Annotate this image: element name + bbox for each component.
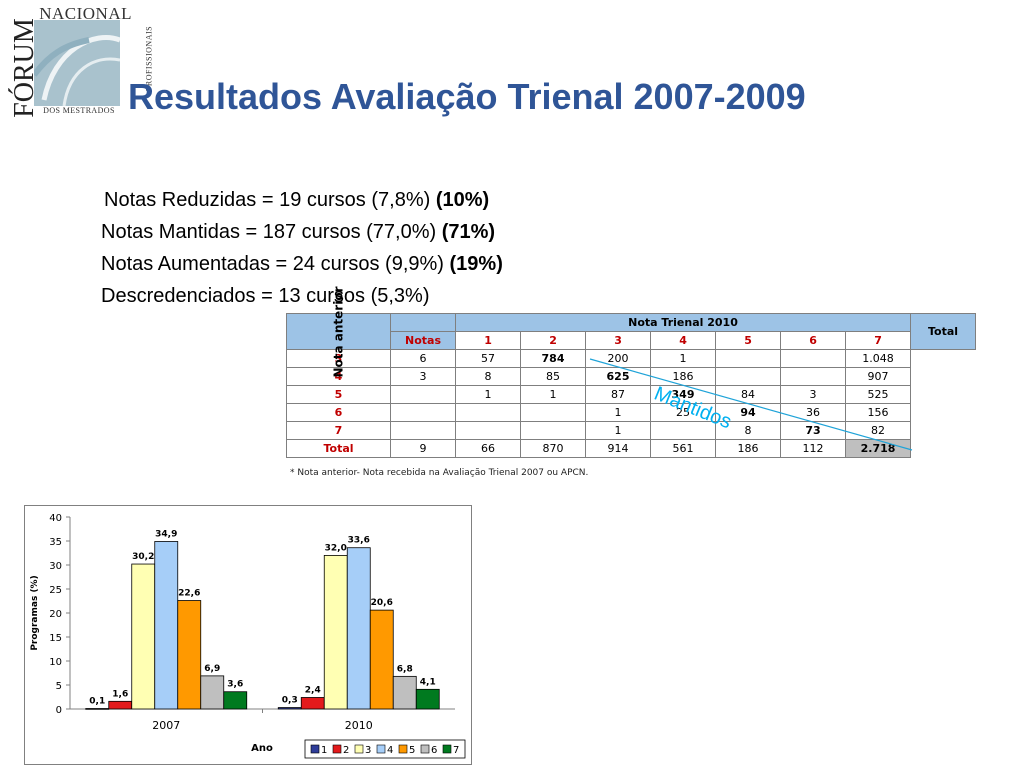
x-axis-label: Ano bbox=[251, 743, 273, 754]
data-label-2007-4: 34,9 bbox=[155, 529, 177, 539]
table-row-label: Total bbox=[285, 439, 392, 458]
legend-label-4: 4 bbox=[387, 745, 393, 756]
bar-2010-series-2 bbox=[300, 697, 325, 710]
data-label-2010-7: 4,1 bbox=[420, 677, 436, 687]
note-line-descredenciados: Descredenciados = 13 cursos (5,3%) bbox=[101, 285, 430, 307]
data-label-2010-2: 2,4 bbox=[305, 685, 321, 695]
bar-2007-series-2 bbox=[108, 700, 133, 710]
data-label-2010-6: 6,8 bbox=[397, 664, 413, 674]
table-footnote: * Nota anterior- Nota recebida na Avalia… bbox=[290, 468, 589, 478]
bar-2010-series-1 bbox=[277, 707, 302, 710]
page-title: Resultados Avaliação Trienal 2007-2009 bbox=[128, 76, 806, 117]
x-tick-label-2007: 2007 bbox=[152, 719, 180, 732]
logo-emblem bbox=[34, 20, 120, 106]
logo-mestrados-text: DOS MESTRADOS bbox=[43, 106, 115, 115]
bar-2010-series-3 bbox=[323, 555, 348, 710]
bar-2007-series-6 bbox=[200, 675, 225, 710]
data-label-2010-4: 33,6 bbox=[348, 536, 370, 546]
legend-label-6: 6 bbox=[431, 745, 437, 756]
legend-label-5: 5 bbox=[409, 745, 415, 756]
table-row: 6 1 25 94 36 156 bbox=[285, 403, 976, 422]
data-label-2010-5: 20,6 bbox=[371, 598, 393, 608]
x-tick-label-2010: 2010 bbox=[345, 719, 373, 732]
data-label-2007-5: 22,6 bbox=[178, 589, 200, 599]
bar-2007-series-7 bbox=[223, 691, 248, 710]
y-tick-label: 15 bbox=[49, 633, 62, 644]
data-label-2007-6: 6,9 bbox=[204, 664, 220, 674]
legend-label-2: 2 bbox=[343, 745, 349, 756]
note-line-aumentadas: Notas Aumentadas = 24 cursos (9,9%) (19%… bbox=[101, 253, 503, 275]
logo-nacional-text: NACIONAL bbox=[39, 4, 132, 23]
table-cell: 9 bbox=[390, 439, 457, 458]
legend-swatch-3 bbox=[354, 744, 364, 754]
data-label-2010-3: 32,0 bbox=[325, 543, 347, 553]
legend-swatch-2 bbox=[332, 744, 342, 754]
data-label-2010-1: 0,3 bbox=[282, 696, 298, 706]
y-tick-label: 35 bbox=[49, 537, 62, 548]
bar-2007-series-3 bbox=[131, 563, 156, 710]
y-tick-label: 20 bbox=[49, 609, 62, 620]
y-tick-label: 10 bbox=[49, 657, 62, 668]
table-cell: 870 bbox=[520, 439, 587, 458]
data-label-2007-3: 30,2 bbox=[132, 552, 154, 562]
legend-label-7: 7 bbox=[453, 745, 459, 756]
y-tick-label: 30 bbox=[49, 561, 62, 572]
legend-swatch-1 bbox=[310, 744, 320, 754]
table-cell: 85 bbox=[520, 367, 587, 386]
legend-label-3: 3 bbox=[365, 745, 371, 756]
legend-label-1: 1 bbox=[321, 745, 327, 756]
table-group-header: Nota Trienal 2010 bbox=[455, 313, 912, 332]
y-tick-label: 25 bbox=[49, 585, 62, 596]
transition-table: Nota anterior Nota Trienal 2010 Total No… bbox=[285, 286, 977, 458]
bar-2007-series-5 bbox=[177, 600, 202, 710]
table-cell: 914 bbox=[585, 439, 652, 458]
table-row: Total 9 66 870 914 561 186 112 2.718 bbox=[285, 439, 976, 458]
bar-2010-series-6 bbox=[392, 675, 417, 710]
note-line-reduzidas: Notas Reduzidas = 19 cursos (7,8%) (10%) bbox=[104, 189, 490, 211]
table-row: 3 6 57 784 200 1 1.048 bbox=[285, 349, 976, 368]
table-row-total: 1.048 bbox=[845, 349, 912, 368]
table-cell: 112 bbox=[780, 439, 847, 458]
legend-swatch-5 bbox=[398, 744, 408, 754]
note-line-mantidas: Notas Mantidas = 187 cursos (77,0%) (71%… bbox=[101, 221, 496, 243]
table-notas-header: Notas bbox=[390, 331, 457, 350]
bar-chart-panel: 0 5 10 15 20 25 30 35 40 Programas (%) 0,1 1,6 30,2 3… bbox=[24, 505, 472, 765]
transition-table-wrapper: Nota anterior Nota Trienal 2010 Total No… bbox=[285, 286, 977, 458]
data-label-2007-1: 0,1 bbox=[89, 697, 105, 707]
y-tick-label: 40 bbox=[49, 513, 62, 524]
legend-swatch-6 bbox=[420, 744, 430, 754]
table-row: 4 3 8 85 625 186 907 bbox=[285, 367, 976, 386]
table-total-header: Total bbox=[910, 313, 977, 350]
forum-logo: NACIONAL FÓRUM PROFISSIONAIS DOS MESTRAD… bbox=[8, 0, 154, 118]
table-row: 5 1 1 87 349 84 3 525 bbox=[285, 385, 976, 404]
table-side-label: Nota anterior bbox=[285, 286, 392, 377]
notes-summary: Notas Reduzidas = 19 cursos (7,8%) (10%)… bbox=[101, 184, 503, 312]
legend-swatch-4 bbox=[376, 744, 386, 754]
y-axis-label: Programas (%) bbox=[30, 575, 40, 650]
table-cell: 66 bbox=[455, 439, 522, 458]
bar-2010-series-4 bbox=[346, 547, 371, 710]
bar-2007-series-4 bbox=[154, 541, 179, 710]
table-cell: 57 bbox=[455, 349, 522, 368]
bar-2007-series-1 bbox=[85, 708, 110, 710]
bar-2010-series-5 bbox=[369, 609, 394, 710]
data-label-2007-7: 3,6 bbox=[227, 680, 243, 690]
legend-swatch-7 bbox=[442, 744, 452, 754]
data-label-2007-2: 1,6 bbox=[112, 689, 128, 699]
y-tick-label: 5 bbox=[56, 681, 62, 692]
y-tick-label: 0 bbox=[56, 705, 62, 716]
bar-2010-series-7 bbox=[415, 688, 440, 710]
